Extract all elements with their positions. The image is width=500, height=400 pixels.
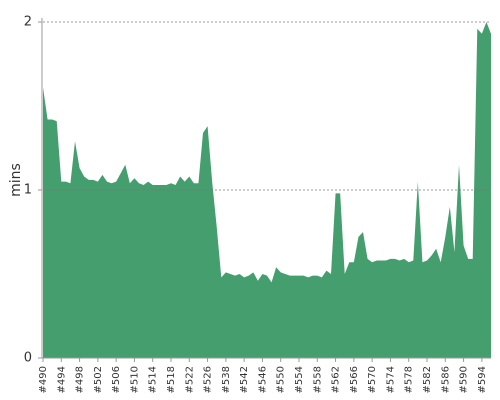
x-tick-label: #498	[75, 366, 86, 393]
x-tick-label: #546	[257, 366, 268, 393]
x-tick-label: #562	[331, 366, 342, 393]
x-tick-label: #514	[148, 366, 159, 393]
x-tick-label: #510	[129, 366, 140, 393]
x-tick-label: #542	[239, 366, 250, 393]
y-tick-label: 1	[24, 183, 32, 198]
x-tick-label: #566	[349, 366, 360, 393]
y-tick-label: 2	[24, 15, 32, 30]
x-tick-label: #490	[38, 366, 49, 393]
x-tick-label: #506	[111, 366, 122, 393]
y-axis-label: mins	[8, 163, 24, 197]
x-tick-label: #590	[459, 366, 470, 393]
x-tick-label: #594	[477, 366, 488, 393]
x-tick-label: #574	[385, 366, 396, 393]
x-tick-label: #582	[422, 366, 433, 393]
x-tick-label: #502	[93, 366, 104, 393]
x-tick-label: #550	[276, 366, 287, 393]
x-tick-label: #586	[440, 366, 451, 393]
y-tick-label: 0	[24, 351, 32, 366]
x-tick-label: #526	[203, 366, 214, 393]
x-tick-label: #554	[294, 366, 305, 393]
axis	[41, 18, 491, 359]
x-tick-label: #522	[184, 366, 195, 393]
x-tick-label: #518	[166, 366, 177, 393]
x-tick-label: #578	[404, 366, 415, 393]
x-tick-label: #570	[367, 366, 378, 393]
x-tick-label: #538	[221, 366, 232, 393]
x-tick-label: #558	[312, 366, 323, 393]
x-tick-label: #494	[56, 366, 67, 393]
area	[43, 22, 491, 358]
